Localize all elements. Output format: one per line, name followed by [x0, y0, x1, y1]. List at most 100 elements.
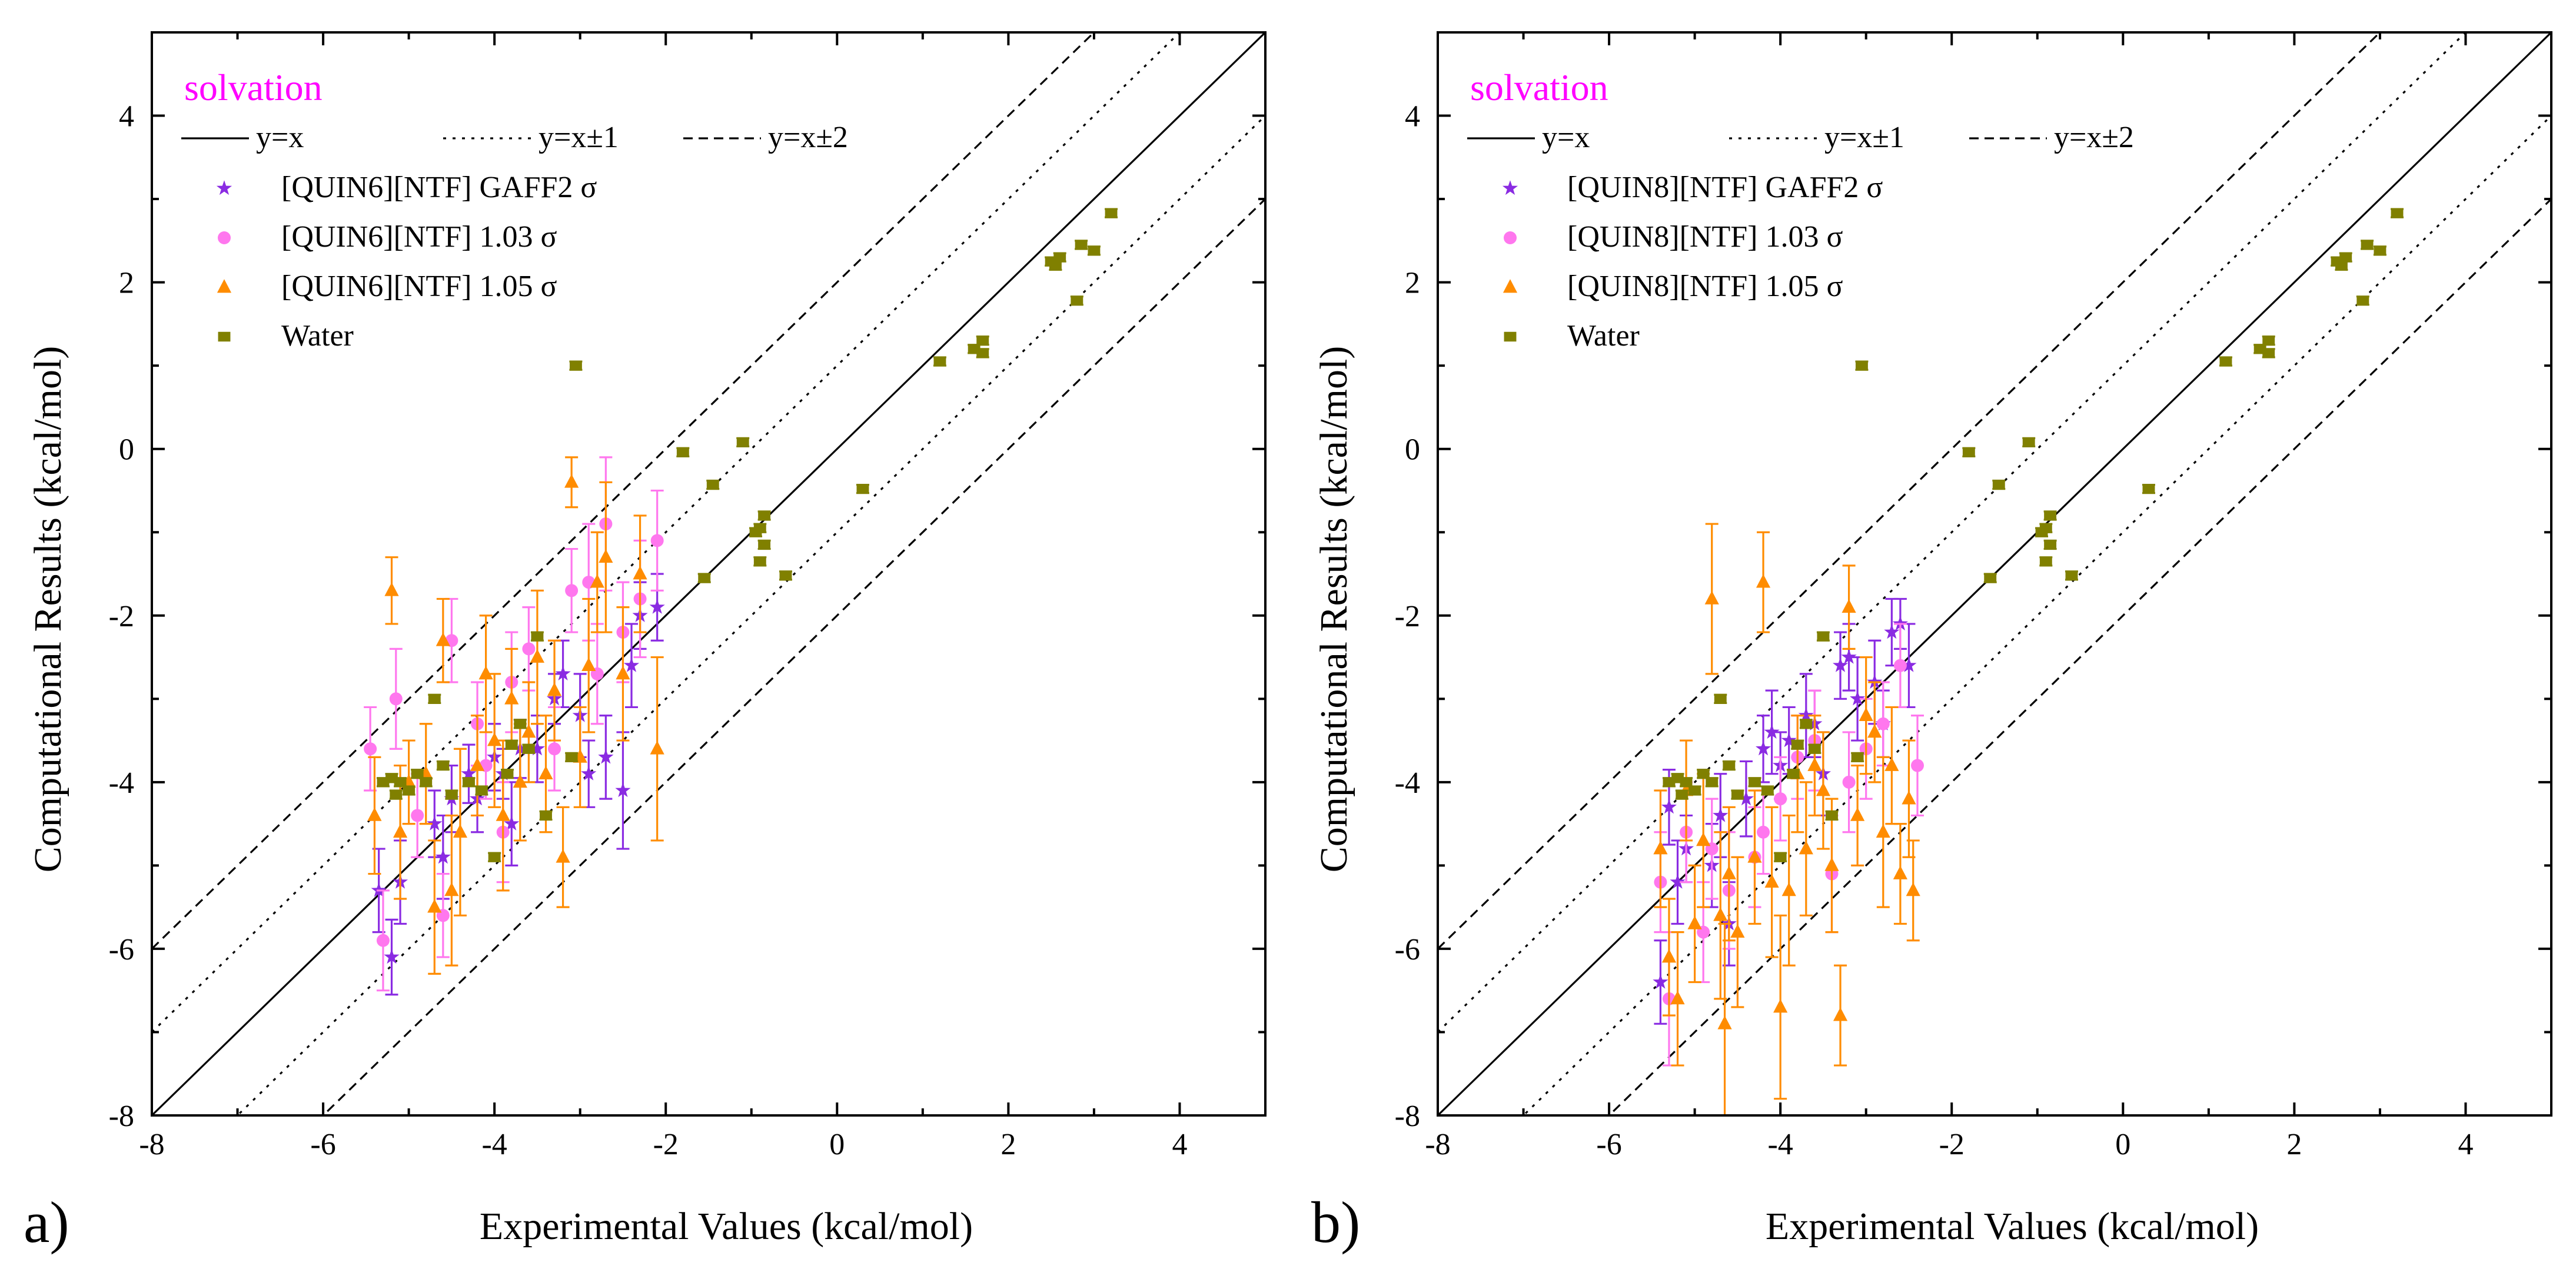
- data-point: [2253, 344, 2267, 354]
- data-point: [1842, 564, 1856, 650]
- solvation-annotation: solvation: [184, 67, 323, 108]
- marker-triangle: [367, 807, 382, 821]
- marker-circle: [1842, 775, 1856, 789]
- data-point: [530, 631, 544, 642]
- data-point: [1661, 898, 1677, 1017]
- marker-star: [461, 765, 477, 781]
- x-tick-label: -6: [1596, 1128, 1621, 1161]
- data-point: [1697, 769, 1710, 779]
- data-point: [736, 437, 750, 448]
- reference-line-dotted: [1438, 32, 2467, 1033]
- legend-label-series: [QUIN6][NTF] 1.03 σ: [281, 220, 557, 254]
- marker-circle: [1757, 825, 1770, 839]
- marker-star: [427, 815, 443, 831]
- marker-circle: [548, 742, 561, 756]
- marker-triangle: [1799, 841, 1813, 855]
- marker-square: [2253, 344, 2266, 354]
- data-point: [1087, 245, 1101, 256]
- data-point: [1816, 731, 1831, 850]
- data-point: [1105, 208, 1118, 218]
- data-point: [1662, 777, 1676, 788]
- data-point: [367, 756, 382, 875]
- marker-square: [569, 360, 582, 371]
- data-point: [856, 483, 869, 494]
- data-point: [521, 681, 536, 783]
- data-point: [1670, 931, 1685, 1067]
- data-point: [650, 656, 664, 842]
- data-point: [462, 777, 476, 788]
- data-point: [2331, 256, 2344, 267]
- marker-square: [1075, 240, 1088, 250]
- data-point: [2219, 356, 2232, 367]
- data-point: [1791, 739, 1804, 750]
- marker-star: [1901, 657, 1917, 672]
- marker-triangle: [427, 899, 442, 913]
- data-point: [1859, 656, 1873, 775]
- legend-label-series: [QUIN8][NTF] GAFF2 σ: [1567, 171, 1883, 204]
- data-point: [478, 615, 493, 733]
- reference-line-dashed: [1607, 198, 2551, 1115]
- data-point: [1807, 715, 1822, 817]
- marker-star: [623, 657, 640, 672]
- marker-square: [1714, 694, 1727, 704]
- y-tick-label: 0: [119, 433, 134, 467]
- data-point: [1774, 756, 1787, 842]
- panel-a: -8 -6 -4 -2 0 2 4 -8 -6 -4 -2 0 2 4 Experimental Value…: [24, 31, 1267, 1255]
- data-point: [1983, 573, 1997, 583]
- marker-star: [1713, 807, 1729, 822]
- marker-star: [649, 599, 665, 614]
- legend-marker-circle: [218, 231, 231, 244]
- marker-triangle: [633, 566, 647, 580]
- marker-triangle: [650, 740, 664, 755]
- marker-triangle: [1764, 874, 1779, 888]
- data-point: [1738, 760, 1754, 838]
- marker-square: [403, 785, 416, 796]
- marker-triangle: [504, 690, 519, 705]
- legend-marker-star: [1502, 180, 1518, 195]
- marker-square: [753, 556, 766, 567]
- marker-star: [1653, 974, 1668, 989]
- data-point: [2035, 527, 2049, 537]
- legend-label-reference: y=x±2: [768, 121, 848, 154]
- data-point: [470, 715, 485, 817]
- marker-triangle: [1653, 841, 1668, 855]
- marker-square: [2391, 208, 2404, 218]
- data-point: [1850, 764, 1865, 866]
- legend-label-series: [QUIN8][NTF] 1.03 σ: [1567, 220, 1843, 254]
- data-point: [1876, 681, 1890, 767]
- data-point: [428, 693, 441, 704]
- marker-square: [1749, 777, 1761, 788]
- data-point: [402, 785, 416, 796]
- legend-marker-square: [218, 331, 231, 342]
- legend-label-series: [QUIN8][NTF] 1.05 σ: [1567, 270, 1843, 303]
- data-point: [2065, 570, 2078, 581]
- data-point: [2373, 245, 2386, 256]
- marker-square: [706, 480, 719, 490]
- marker-triangle: [478, 666, 493, 680]
- marker-star: [504, 815, 520, 831]
- data-point: [436, 760, 450, 771]
- data-points: [1653, 208, 2404, 1115]
- x-tick-label: 0: [2115, 1128, 2130, 1161]
- series-triangle: [367, 456, 664, 975]
- data-point: [1799, 719, 1813, 729]
- legend-label-series: Water: [281, 319, 354, 353]
- marker-square: [463, 777, 475, 788]
- marker-square: [736, 437, 749, 447]
- marker-square: [2374, 245, 2386, 256]
- data-point: [633, 514, 647, 633]
- y-tick-label: -8: [109, 1100, 134, 1133]
- data-point: [487, 673, 502, 808]
- marker-square: [758, 540, 771, 550]
- x-tick-label: -4: [1767, 1128, 1793, 1161]
- marker-square: [1962, 447, 1975, 457]
- marker-triangle: [1747, 849, 1762, 863]
- marker-square: [1688, 785, 1701, 796]
- marker-triangle: [1867, 724, 1882, 738]
- marker-square: [1676, 789, 1688, 800]
- marker-square: [1723, 760, 1736, 770]
- marker-square: [1706, 777, 1719, 788]
- legend-label-reference: y=x±1: [1824, 121, 1904, 154]
- x-tick-label: -8: [1425, 1128, 1450, 1161]
